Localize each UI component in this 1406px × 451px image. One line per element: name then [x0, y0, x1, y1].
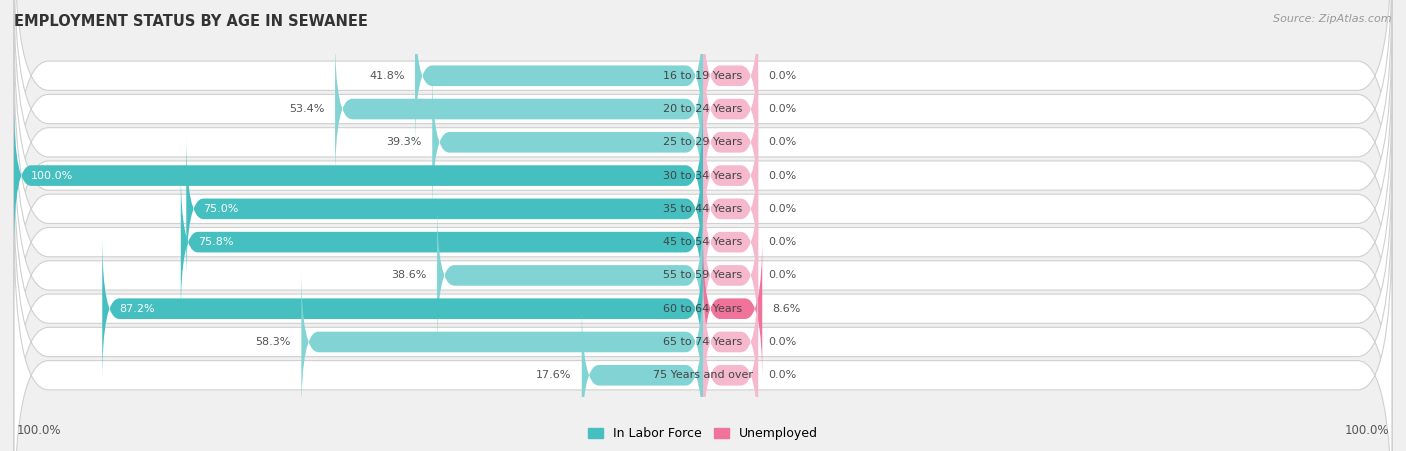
Text: 0.0%: 0.0%	[769, 137, 797, 147]
FancyBboxPatch shape	[186, 136, 703, 282]
FancyBboxPatch shape	[703, 236, 762, 382]
Text: EMPLOYMENT STATUS BY AGE IN SEWANEE: EMPLOYMENT STATUS BY AGE IN SEWANEE	[14, 14, 368, 28]
Text: 75.8%: 75.8%	[198, 237, 233, 247]
Text: 25 to 29 Years: 25 to 29 Years	[664, 137, 742, 147]
Text: 55 to 59 Years: 55 to 59 Years	[664, 271, 742, 281]
FancyBboxPatch shape	[415, 3, 703, 149]
Text: 75.0%: 75.0%	[204, 204, 239, 214]
FancyBboxPatch shape	[103, 236, 703, 382]
FancyBboxPatch shape	[703, 36, 758, 182]
FancyBboxPatch shape	[14, 103, 703, 249]
Text: 0.0%: 0.0%	[769, 337, 797, 347]
Text: 0.0%: 0.0%	[769, 237, 797, 247]
FancyBboxPatch shape	[703, 269, 758, 415]
Text: 100.0%: 100.0%	[1344, 424, 1389, 437]
Text: Source: ZipAtlas.com: Source: ZipAtlas.com	[1274, 14, 1392, 23]
FancyBboxPatch shape	[703, 202, 758, 348]
FancyBboxPatch shape	[703, 69, 758, 215]
FancyBboxPatch shape	[14, 0, 1392, 227]
FancyBboxPatch shape	[582, 302, 703, 448]
FancyBboxPatch shape	[14, 190, 1392, 451]
Text: 41.8%: 41.8%	[370, 71, 405, 81]
Text: 58.3%: 58.3%	[256, 337, 291, 347]
FancyBboxPatch shape	[14, 57, 1392, 361]
Text: 20 to 24 Years: 20 to 24 Years	[664, 104, 742, 114]
FancyBboxPatch shape	[14, 224, 1392, 451]
Text: 0.0%: 0.0%	[769, 271, 797, 281]
Text: 30 to 34 Years: 30 to 34 Years	[664, 170, 742, 180]
Text: 38.6%: 38.6%	[391, 271, 427, 281]
Text: 0.0%: 0.0%	[769, 71, 797, 81]
Text: 65 to 74 Years: 65 to 74 Years	[664, 337, 742, 347]
Text: 0.0%: 0.0%	[769, 204, 797, 214]
FancyBboxPatch shape	[14, 90, 1392, 394]
Text: 0.0%: 0.0%	[769, 370, 797, 380]
FancyBboxPatch shape	[14, 124, 1392, 427]
Text: 60 to 64 Years: 60 to 64 Years	[664, 304, 742, 314]
FancyBboxPatch shape	[181, 169, 703, 315]
Text: 0.0%: 0.0%	[769, 170, 797, 180]
FancyBboxPatch shape	[437, 202, 703, 348]
Text: 39.3%: 39.3%	[387, 137, 422, 147]
FancyBboxPatch shape	[703, 169, 758, 315]
Text: 100.0%: 100.0%	[31, 170, 73, 180]
Text: 16 to 19 Years: 16 to 19 Years	[664, 71, 742, 81]
FancyBboxPatch shape	[14, 157, 1392, 451]
Text: 17.6%: 17.6%	[536, 370, 571, 380]
Text: 53.4%: 53.4%	[290, 104, 325, 114]
FancyBboxPatch shape	[703, 3, 758, 149]
Text: 45 to 54 Years: 45 to 54 Years	[664, 237, 742, 247]
Text: 87.2%: 87.2%	[120, 304, 155, 314]
FancyBboxPatch shape	[703, 136, 758, 282]
FancyBboxPatch shape	[14, 24, 1392, 327]
Text: 0.0%: 0.0%	[769, 104, 797, 114]
Text: 35 to 44 Years: 35 to 44 Years	[664, 204, 742, 214]
FancyBboxPatch shape	[703, 302, 758, 448]
Text: 75 Years and over: 75 Years and over	[652, 370, 754, 380]
Text: 100.0%: 100.0%	[17, 424, 62, 437]
FancyBboxPatch shape	[432, 69, 703, 215]
FancyBboxPatch shape	[703, 103, 758, 249]
FancyBboxPatch shape	[14, 0, 1392, 261]
FancyBboxPatch shape	[335, 36, 703, 182]
Text: 8.6%: 8.6%	[772, 304, 801, 314]
Legend: In Labor Force, Unemployed: In Labor Force, Unemployed	[588, 427, 818, 440]
FancyBboxPatch shape	[301, 269, 703, 415]
FancyBboxPatch shape	[14, 0, 1392, 294]
